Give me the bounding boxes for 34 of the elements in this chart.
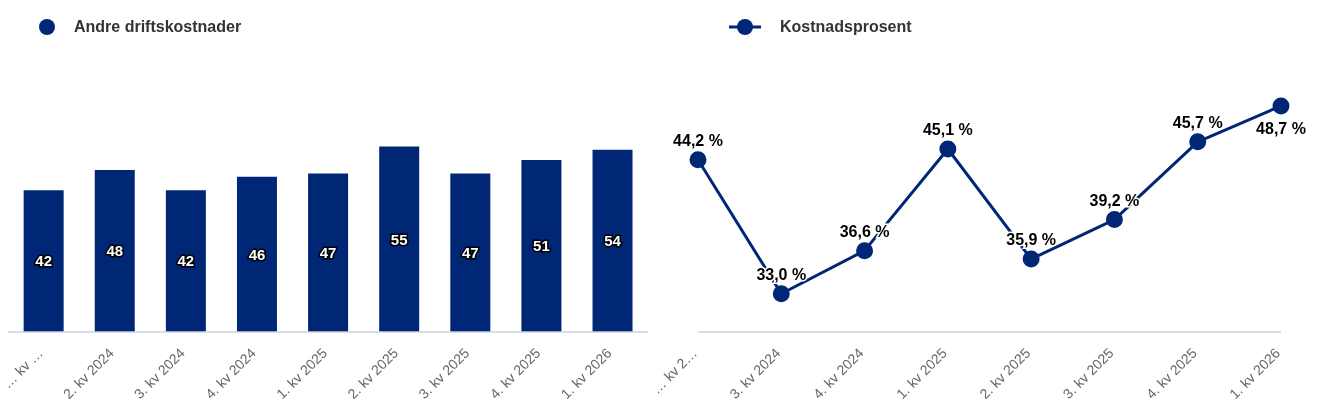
point xyxy=(856,242,874,260)
data-label: 48 xyxy=(106,242,124,260)
data-label: 47 xyxy=(319,244,337,262)
x-tick-label: … kv 2… xyxy=(648,344,701,397)
bar xyxy=(94,170,135,332)
data-label: 45,1 % xyxy=(922,120,973,138)
bar xyxy=(308,173,349,332)
data-label: 45,7 % xyxy=(1172,113,1223,131)
data-label: 42 xyxy=(177,252,195,270)
point xyxy=(1022,250,1040,268)
data-label: 42 xyxy=(35,252,52,270)
point xyxy=(1272,97,1290,115)
data-label: 55 xyxy=(390,230,408,248)
data-label: 46 xyxy=(248,245,266,263)
data-label: 54 xyxy=(604,232,622,250)
point xyxy=(689,151,707,169)
bar xyxy=(521,159,562,332)
data-label: 48,7 % xyxy=(1256,119,1306,137)
legend-label: Kostnadsprosent xyxy=(779,18,912,36)
bar xyxy=(23,190,64,332)
bar xyxy=(165,190,206,332)
data-label: 44,2 % xyxy=(673,131,723,149)
point xyxy=(939,140,957,158)
bar xyxy=(236,176,277,332)
point xyxy=(1105,211,1123,229)
bar xyxy=(379,146,420,332)
x-tick-label: … kv … xyxy=(0,344,46,392)
point xyxy=(1189,133,1207,151)
bar xyxy=(450,173,491,332)
point xyxy=(772,285,790,303)
data-label: 51 xyxy=(533,237,550,255)
bar xyxy=(592,149,633,332)
legend-label: Andre driftskostnader xyxy=(73,18,242,36)
data-label: 47 xyxy=(461,244,479,262)
